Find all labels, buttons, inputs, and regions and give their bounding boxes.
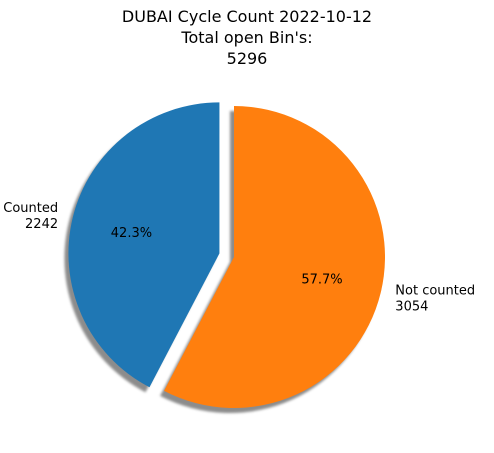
chart-title-line-1: DUBAI Cycle Count 2022-10-12: [121, 7, 373, 26]
pie-slice-not-counted: [164, 106, 386, 408]
pie-slice-counted: [68, 102, 220, 388]
slice-label-counted: Counted 2242: [3, 201, 58, 232]
chart-title-line-3: 5296: [226, 49, 268, 68]
chart-title-line-2: Total open Bin's:: [181, 28, 313, 47]
percent-label-not-counted: 57.7%: [301, 273, 342, 288]
slice-label-not-counted: Not counted 3054: [395, 284, 475, 315]
percent-label-counted: 42.3%: [111, 226, 152, 241]
